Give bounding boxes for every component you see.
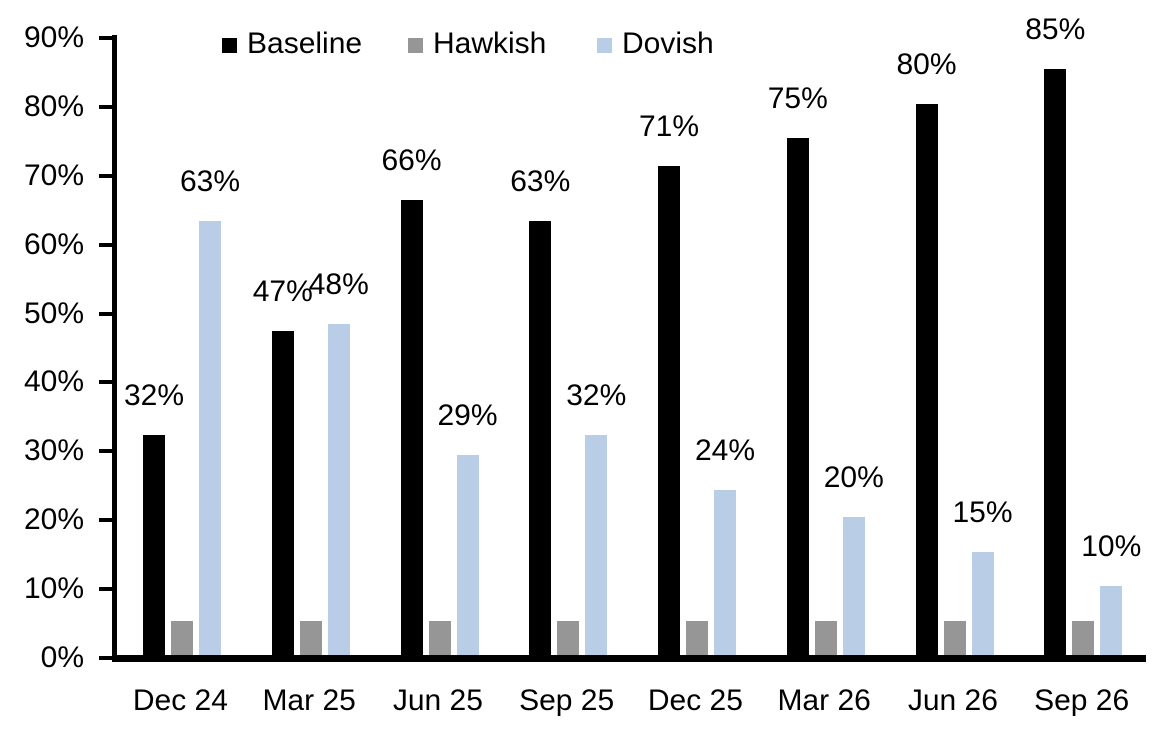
y-axis-tick-label: 10% <box>23 572 84 606</box>
bar-value-label: 71% <box>638 110 700 143</box>
legend-swatch-baseline <box>222 38 237 53</box>
bar-group: 85% 10% <box>1017 13 1146 655</box>
x-axis-tick-label: Dec 24 <box>132 684 228 717</box>
bar-dovish <box>842 517 865 655</box>
y-axis-tick <box>99 104 113 109</box>
y-axis-line <box>112 35 117 662</box>
bar-value-label: 75% <box>767 82 828 115</box>
bar-dovish <box>327 324 350 655</box>
x-axis-tick-label: Jun 26 <box>907 684 998 717</box>
y-axis-tick <box>99 656 113 660</box>
y-axis-tick-label: 90% <box>23 21 84 54</box>
y-axis-tick-label: 0% <box>40 641 84 674</box>
bar-group: 47% 48% <box>245 35 374 655</box>
bar-dovish <box>456 455 479 655</box>
bar-baseline <box>658 166 680 655</box>
bar-baseline <box>915 104 938 655</box>
bar-value-label: 66% <box>381 144 442 177</box>
y-axis-tick-label: 30% <box>23 434 84 468</box>
legend-label-dovish: Dovish <box>622 27 714 60</box>
bar-baseline <box>1044 69 1067 655</box>
legend-swatch-hawkish <box>408 38 423 53</box>
bar-group: 80% 15% <box>889 35 1018 655</box>
bar-group: 71% 24% <box>631 35 760 655</box>
y-axis-tick-label: 70% <box>23 158 84 192</box>
y-axis-tick-label: 80% <box>23 89 84 123</box>
bar-value-label: 47% <box>252 275 313 308</box>
bar-baseline <box>400 200 423 655</box>
bar-baseline <box>786 138 809 655</box>
x-axis-tick-label: Sep 25 <box>519 684 615 717</box>
x-axis-tick-label: Mar 25 <box>262 684 356 717</box>
y-axis-tick <box>99 587 113 592</box>
bar-value-label: 63% <box>510 165 571 198</box>
bar-baseline <box>271 331 294 655</box>
y-axis-tick-label: 50% <box>23 296 84 330</box>
bar-group: 63% 32% <box>502 35 631 655</box>
legend-swatch-dovish <box>597 38 612 53</box>
bar-hawkish <box>428 621 451 655</box>
y-axis-tick <box>99 242 113 247</box>
y-axis-tick-label: 40% <box>23 365 84 399</box>
x-axis-tick-label: Sep 26 <box>1034 684 1130 717</box>
bar-dovish <box>971 552 994 655</box>
bar-hawkish <box>299 621 322 655</box>
y-axis-tick <box>99 380 113 385</box>
y-axis-tick <box>99 36 113 40</box>
bar-hawkish <box>1072 621 1095 655</box>
bar-group: 32% 63% <box>116 35 245 655</box>
x-axis-line <box>112 655 1146 662</box>
bar-hawkish <box>943 621 966 655</box>
y-axis-tick <box>99 449 113 454</box>
bar-value-label: 48% <box>308 268 369 301</box>
bar-value-label: 29% <box>437 399 498 432</box>
bar-dovish <box>199 221 221 655</box>
bar-value-label: 24% <box>694 434 756 467</box>
bar-value-label: 15% <box>952 496 1013 529</box>
bar-group: 66% 29% <box>374 35 503 655</box>
bar-value-label: 32% <box>566 379 627 412</box>
x-axis-tick-label: Mar 26 <box>777 684 871 717</box>
bar-hawkish <box>557 621 580 655</box>
y-axis-tick <box>99 311 113 316</box>
legend-label-hawkish: Hawkish <box>433 27 547 60</box>
y-axis-tick-label: 60% <box>23 227 84 261</box>
bar-group: 75% 20% <box>760 35 889 655</box>
bar-value-label: 80% <box>896 48 957 81</box>
bar-value-label: 32% <box>123 379 185 412</box>
bar-value-label: 20% <box>823 461 884 494</box>
x-axis-tick-label: Jun 25 <box>392 684 483 717</box>
bar-value-label: 63% <box>179 165 241 198</box>
bar-hawkish <box>814 621 837 655</box>
bar-dovish <box>585 435 608 655</box>
bar-hawkish <box>686 621 708 655</box>
y-axis-tick <box>99 173 113 178</box>
y-axis-tick <box>99 518 113 523</box>
bar-value-label: 10% <box>1081 530 1142 563</box>
bar-value-label: 85% <box>1025 13 1086 46</box>
bar-dovish <box>1100 586 1123 655</box>
bar-dovish <box>714 490 736 655</box>
x-axis-tick-label: Dec 25 <box>647 684 743 717</box>
legend-label-baseline: Baseline <box>247 27 363 60</box>
bar-baseline <box>143 435 165 655</box>
y-axis-tick-label: 20% <box>23 503 84 537</box>
bar-hawkish <box>171 621 193 655</box>
bar-baseline <box>529 221 552 655</box>
